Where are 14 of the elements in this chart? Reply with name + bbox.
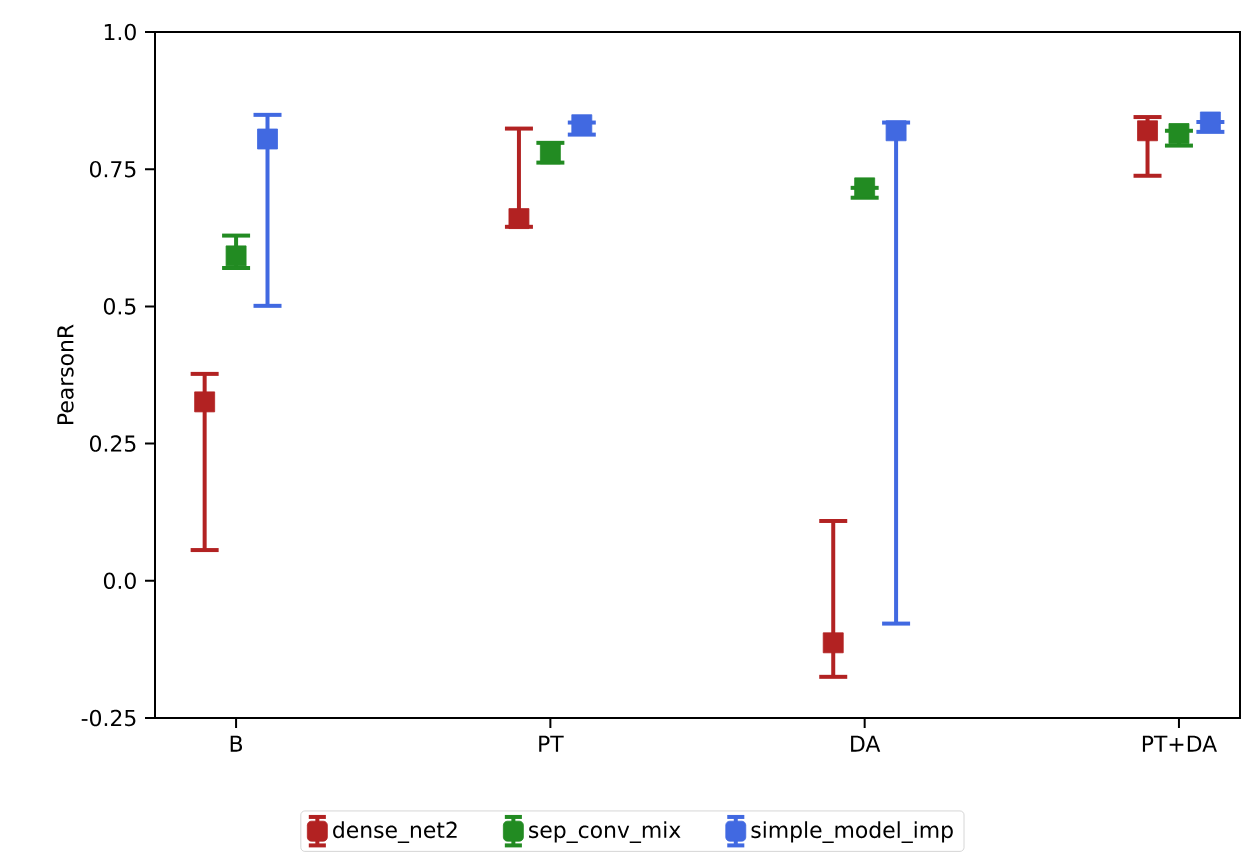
legend-label: dense_net2: [333, 821, 457, 844]
y-tick-label: 0.25: [89, 435, 136, 452]
x-tick-label: PT+DA: [1142, 735, 1217, 752]
x-tick-label: B: [230, 735, 243, 752]
y-axis-title: PearsonR: [57, 324, 74, 424]
y-tick-label: 0.75: [89, 160, 136, 178]
legend-label: sep_conv_mix: [529, 821, 681, 844]
legend-label: simple_model_imp: [751, 821, 953, 844]
x-tick-label: PT: [539, 735, 564, 752]
y-tick-label: 0.0: [103, 572, 136, 590]
y-tick-label: 1.0: [104, 23, 136, 41]
x-tick-label: DA: [851, 735, 881, 752]
y-tick-label: 0.5: [103, 298, 136, 315]
y-tick-label: -0.25: [81, 709, 136, 727]
